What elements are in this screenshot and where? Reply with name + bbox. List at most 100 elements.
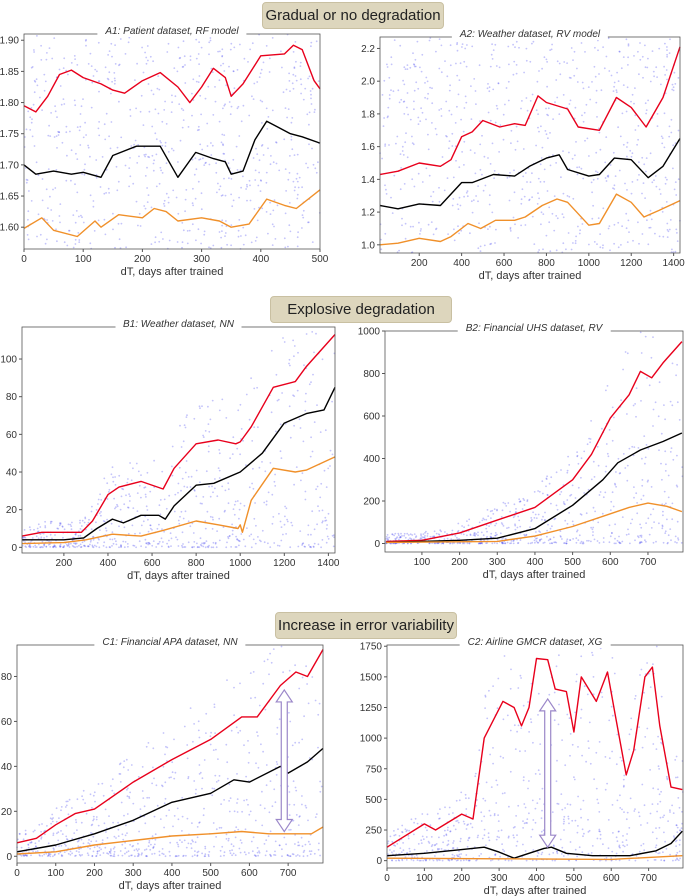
scatter-point	[485, 781, 488, 784]
scatter-point	[299, 65, 302, 67]
scatter-point	[456, 42, 459, 44]
scatter-point	[533, 517, 536, 519]
series-line-low	[16, 826, 324, 855]
scatter-point	[115, 543, 118, 546]
scatter-point	[219, 50, 221, 53]
scatter-point	[243, 57, 246, 60]
scatter-point	[211, 71, 214, 73]
scatter-point	[225, 833, 228, 836]
scatter-point	[118, 64, 120, 67]
scatter-point	[110, 522, 113, 525]
scatter-point	[144, 155, 146, 158]
scatter-point	[329, 449, 332, 452]
scatter-point	[411, 178, 414, 181]
scatter-point	[255, 762, 257, 765]
scatter-point	[38, 840, 40, 842]
scatter-point	[168, 850, 171, 853]
scatter-point	[142, 124, 145, 126]
scatter-point	[304, 843, 307, 846]
scatter-point	[259, 804, 262, 806]
scatter-point	[667, 496, 670, 499]
scatter-point	[296, 193, 299, 196]
scatter-point	[456, 105, 458, 108]
scatter-point	[58, 68, 61, 71]
scatter-point	[50, 112, 52, 114]
scatter-point	[490, 517, 492, 519]
scatter-point	[481, 542, 484, 545]
scatter-point	[656, 113, 659, 115]
scatter-point	[578, 232, 581, 235]
scatter-point	[92, 819, 94, 822]
scatter-point	[457, 208, 460, 211]
scatter-point	[158, 523, 160, 526]
scatter-point	[325, 527, 328, 530]
scatter-point	[583, 492, 586, 494]
scatter-point	[41, 178, 44, 180]
scatter-point	[658, 768, 660, 770]
scatter-point	[208, 485, 211, 488]
scatter-point	[127, 506, 129, 509]
scatter-point	[453, 228, 455, 231]
scatter-point	[582, 799, 585, 802]
scatter-point	[59, 522, 62, 525]
scatter-point	[438, 534, 441, 536]
scatter-point	[309, 853, 312, 856]
scatter-point	[533, 539, 536, 542]
scatter-point	[401, 859, 404, 862]
scatter-point	[440, 530, 442, 533]
scatter-point	[527, 787, 529, 790]
scatter-point	[162, 732, 165, 734]
scatter-point	[317, 80, 320, 82]
scatter-point	[546, 190, 549, 192]
scatter-point	[296, 153, 299, 156]
scatter-point	[26, 179, 29, 182]
scatter-point	[480, 542, 483, 544]
scatter-point	[61, 525, 64, 528]
scatter-point	[218, 775, 221, 777]
scatter-point	[598, 73, 600, 75]
scatter-point	[454, 534, 457, 537]
scatter-point	[23, 529, 26, 531]
scatter-point	[525, 97, 528, 99]
scatter-point	[590, 526, 592, 529]
scatter-point	[152, 766, 154, 769]
scatter-point	[576, 81, 579, 83]
scatter-point	[307, 533, 310, 536]
scatter-point	[219, 849, 222, 852]
scatter-point	[252, 836, 255, 839]
scatter-point	[195, 788, 197, 791]
scatter-point	[90, 824, 93, 827]
scatter-point	[162, 765, 165, 768]
scatter-point	[667, 230, 670, 233]
scatter-point	[502, 501, 505, 504]
scatter-point	[560, 491, 563, 493]
scatter-point	[232, 508, 235, 510]
scatter-point	[553, 845, 555, 848]
scatter-point	[287, 245, 289, 248]
scatter-point	[506, 714, 509, 717]
scatter-point	[494, 534, 496, 537]
scatter-point	[666, 229, 669, 231]
scatter-point	[640, 541, 643, 543]
scatter-point	[97, 503, 99, 505]
scatter-point	[159, 513, 162, 516]
scatter-point	[34, 80, 37, 83]
scatter-point	[164, 141, 167, 144]
scatter-point	[465, 65, 468, 68]
scatter-point	[87, 545, 90, 547]
scatter-point	[301, 542, 304, 545]
scatter-point	[495, 838, 498, 841]
scatter-point	[537, 769, 540, 772]
scatter-point	[460, 791, 463, 794]
scatter-point	[107, 491, 110, 493]
scatter-point	[478, 855, 481, 857]
scatter-point	[537, 177, 540, 180]
scatter-point	[477, 534, 479, 537]
scatter-point	[116, 146, 119, 149]
scatter-point	[269, 462, 272, 464]
scatter-point	[87, 545, 90, 548]
scatter-point	[115, 837, 117, 839]
scatter-point	[631, 518, 634, 521]
scatter-point	[628, 231, 630, 234]
scatter-point	[56, 832, 58, 835]
